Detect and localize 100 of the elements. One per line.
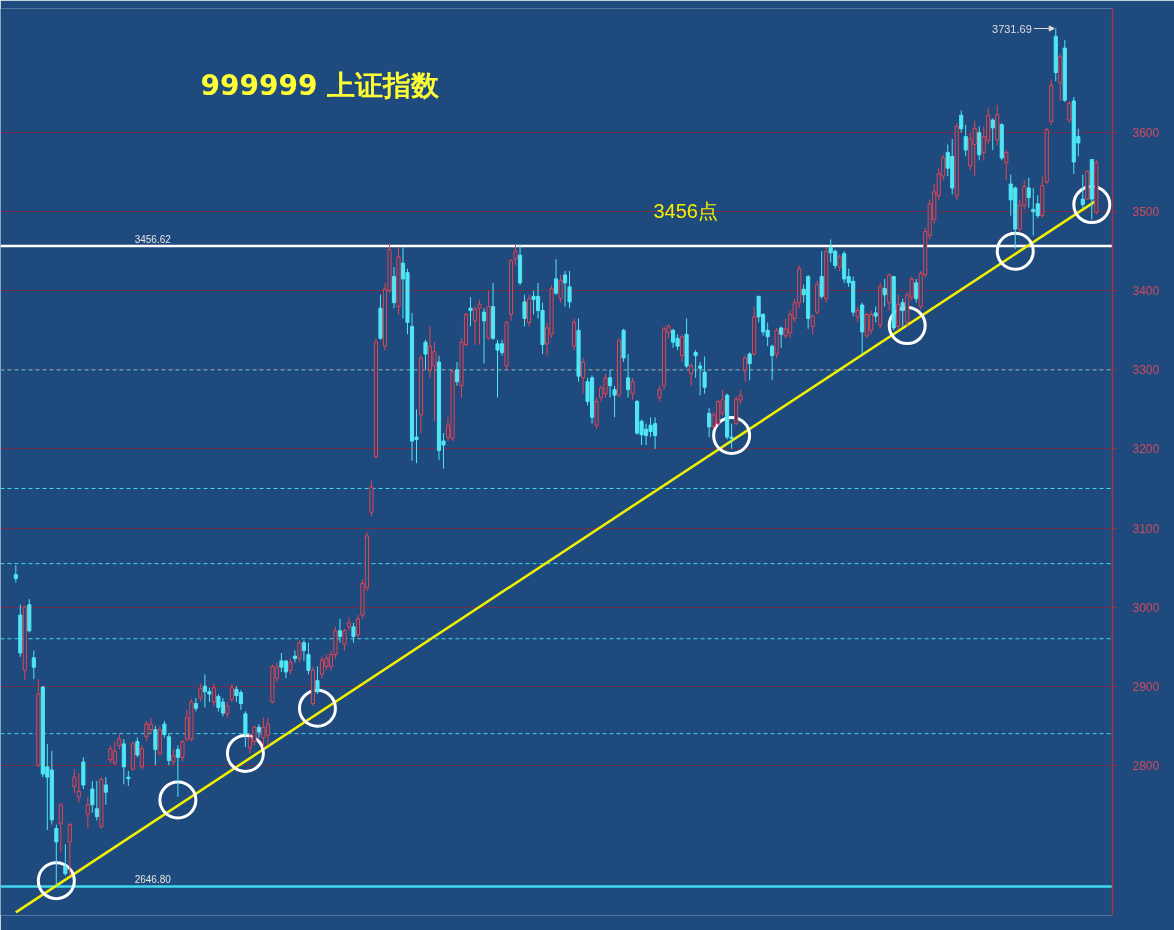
candlestick: [211, 683, 216, 707]
candlestick: [454, 361, 460, 387]
candlestick: [1026, 177, 1031, 209]
candlestick: [315, 665, 320, 695]
candlestick: [198, 683, 203, 703]
candlestick: [265, 717, 270, 746]
candlestick: [481, 307, 487, 365]
candlestick: [346, 616, 352, 632]
candlestick: [959, 110, 964, 134]
candlestick: [495, 339, 500, 399]
candlestick: [229, 683, 234, 703]
candlestick: [256, 723, 261, 739]
candlestick: [81, 756, 86, 790]
candlestick: [306, 642, 311, 675]
candlestick: [103, 776, 108, 806]
candlestick: [783, 317, 788, 339]
candlestick: [468, 296, 473, 327]
candlestick: [747, 351, 752, 381]
candlestick: [432, 341, 437, 422]
candlestick: [1080, 174, 1085, 209]
candlestick: [423, 339, 428, 371]
candlestick: [292, 650, 298, 663]
candlestick: [864, 312, 869, 339]
y-tick-label: 3600: [1132, 126, 1160, 141]
point: [297, 688, 337, 728]
annotation: 3456点: [653, 200, 718, 223]
candlestick: [342, 627, 347, 652]
point: [995, 231, 1035, 271]
candlestick: [770, 344, 775, 381]
candlestick: [427, 325, 433, 379]
candlestick: [671, 328, 676, 349]
candlestick: [193, 697, 198, 712]
candlestick: [900, 298, 905, 327]
candlestick: [175, 744, 180, 798]
candlestick: [238, 689, 243, 711]
candlestick: [243, 710, 248, 748]
candlestick: [531, 290, 536, 316]
candlestick: [1067, 100, 1072, 124]
candlestick: [702, 355, 707, 395]
candlestick: [680, 333, 685, 363]
candlestick: [337, 618, 343, 644]
candlestick: [279, 652, 284, 673]
ref-line-label: 3456.62: [134, 234, 172, 246]
candlestick: [562, 270, 568, 308]
candlestick: [355, 614, 361, 640]
ref-line-label: 2646.80: [134, 874, 172, 886]
candlestick: [608, 369, 613, 399]
candlestick: [58, 802, 63, 853]
candlestick: [477, 299, 482, 346]
annotation: 3731.69: [992, 22, 1032, 35]
candlestick: [896, 294, 901, 330]
y-tick-label: 3100: [1132, 521, 1160, 536]
candlestick: [513, 244, 518, 266]
candlestick: [914, 278, 919, 304]
y-tick-label: 3300: [1132, 363, 1160, 378]
candlestick: [1035, 194, 1040, 219]
candlestick: [157, 725, 162, 757]
candlestick: [472, 306, 478, 346]
candlestick: [135, 737, 140, 758]
candlestick: [220, 697, 225, 717]
candlestick: [67, 822, 72, 877]
candlestick: [774, 327, 779, 359]
candlestick: [743, 355, 748, 383]
candlestick: [148, 717, 153, 735]
y-tick-label: 3400: [1132, 284, 1160, 299]
candlestick: [63, 843, 68, 877]
text: 999999 上证指数: [200, 69, 441, 102]
y-tick-label: 2800: [1132, 758, 1160, 773]
candlestick: [707, 407, 712, 438]
point: [225, 733, 265, 773]
candlestick: [630, 377, 635, 401]
candlestick: [828, 238, 833, 263]
y-tick-label: 3000: [1132, 600, 1160, 615]
candlestick: [54, 824, 59, 887]
candlestick: [94, 780, 99, 822]
y-tick-label: 3200: [1132, 442, 1160, 457]
candlestick: [1004, 149, 1009, 181]
candlestick: [779, 325, 784, 349]
candlestick: [297, 639, 302, 663]
candlestick: [153, 725, 158, 766]
candlestick: [144, 720, 149, 743]
candlestick: [139, 744, 144, 770]
candlestick: [963, 124, 968, 157]
candlestick: [693, 349, 698, 379]
candlestick: [580, 357, 586, 395]
candlestick: [553, 258, 559, 296]
candlestick: [698, 361, 703, 396]
candlestick: [990, 117, 995, 151]
candlestick: [819, 250, 824, 300]
candlestick: [526, 294, 532, 327]
candlestick: [558, 274, 563, 304]
candlestick: [1031, 187, 1036, 236]
candlestick: [603, 373, 608, 399]
candlestick: [351, 622, 356, 644]
point: [36, 861, 76, 901]
candlestick: [567, 270, 572, 309]
candlestick: [76, 772, 81, 803]
candlestick: [972, 120, 977, 177]
candlestick: [522, 294, 527, 327]
candlestick: [977, 125, 982, 161]
